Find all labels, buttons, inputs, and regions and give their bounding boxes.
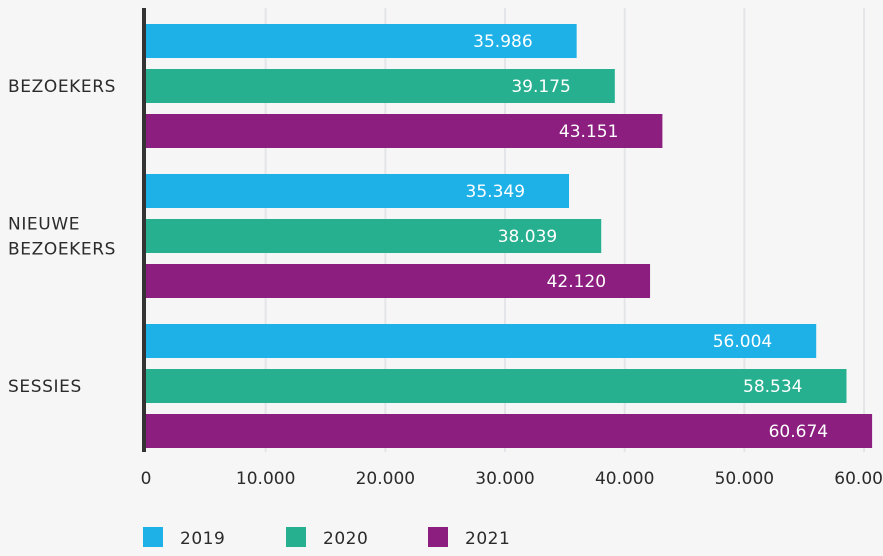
category-label: BEZOEKERS [8, 77, 116, 97]
x-tick-label: 50.000 [715, 469, 774, 489]
x-tick-label: 10.000 [236, 469, 295, 489]
x-tick-label: 30.000 [475, 469, 534, 489]
legend-label: 2020 [323, 529, 368, 549]
bar [146, 264, 651, 298]
bar [146, 324, 817, 358]
bar [146, 219, 602, 253]
bar [146, 369, 847, 403]
bar [146, 174, 570, 208]
bar [146, 414, 873, 448]
bar-value-label: 35.986 [473, 32, 532, 52]
tick-layer: 0 10.000 20.000 30.000 40.000 50.000 60.000 [141, 469, 883, 489]
legend-swatch [286, 527, 306, 547]
bar-value-label: 56.004 [713, 332, 772, 352]
y-axis-line [142, 8, 146, 452]
bar [146, 114, 663, 148]
category-layer: BEZOEKERS NIEUWE BEZOEKERS SESSIES [8, 77, 116, 397]
axis-layer [142, 8, 146, 452]
legend-label: 2019 [180, 529, 225, 549]
bar-value-label: 60.674 [769, 422, 828, 442]
category-label: SESSIES [8, 377, 82, 397]
bar-value-label: 58.534 [743, 377, 802, 397]
category-label: NIEUWE BEZOEKERS [8, 215, 116, 260]
bar-layer: 35.986 39.175 43.151 35.349 38.039 42.120 56.0… [146, 24, 873, 448]
bar-value-label: 43.151 [559, 122, 618, 142]
x-tick-label: 0 [141, 469, 152, 489]
legend-swatch [428, 527, 448, 547]
x-tick-label: 40.000 [595, 469, 654, 489]
legend-swatch [143, 527, 163, 547]
x-tick-label: 60.000 [834, 469, 883, 489]
bar-value-label: 38.039 [498, 227, 557, 247]
legend-label: 2021 [465, 529, 510, 549]
x-tick-label: 20.000 [356, 469, 415, 489]
bar-value-label: 35.349 [466, 182, 525, 202]
legend: 2019 2020 2021 [143, 527, 510, 549]
bar [146, 69, 615, 103]
bar-value-label: 39.175 [511, 77, 570, 97]
bar [146, 24, 577, 58]
bar-value-label: 42.120 [547, 272, 606, 292]
